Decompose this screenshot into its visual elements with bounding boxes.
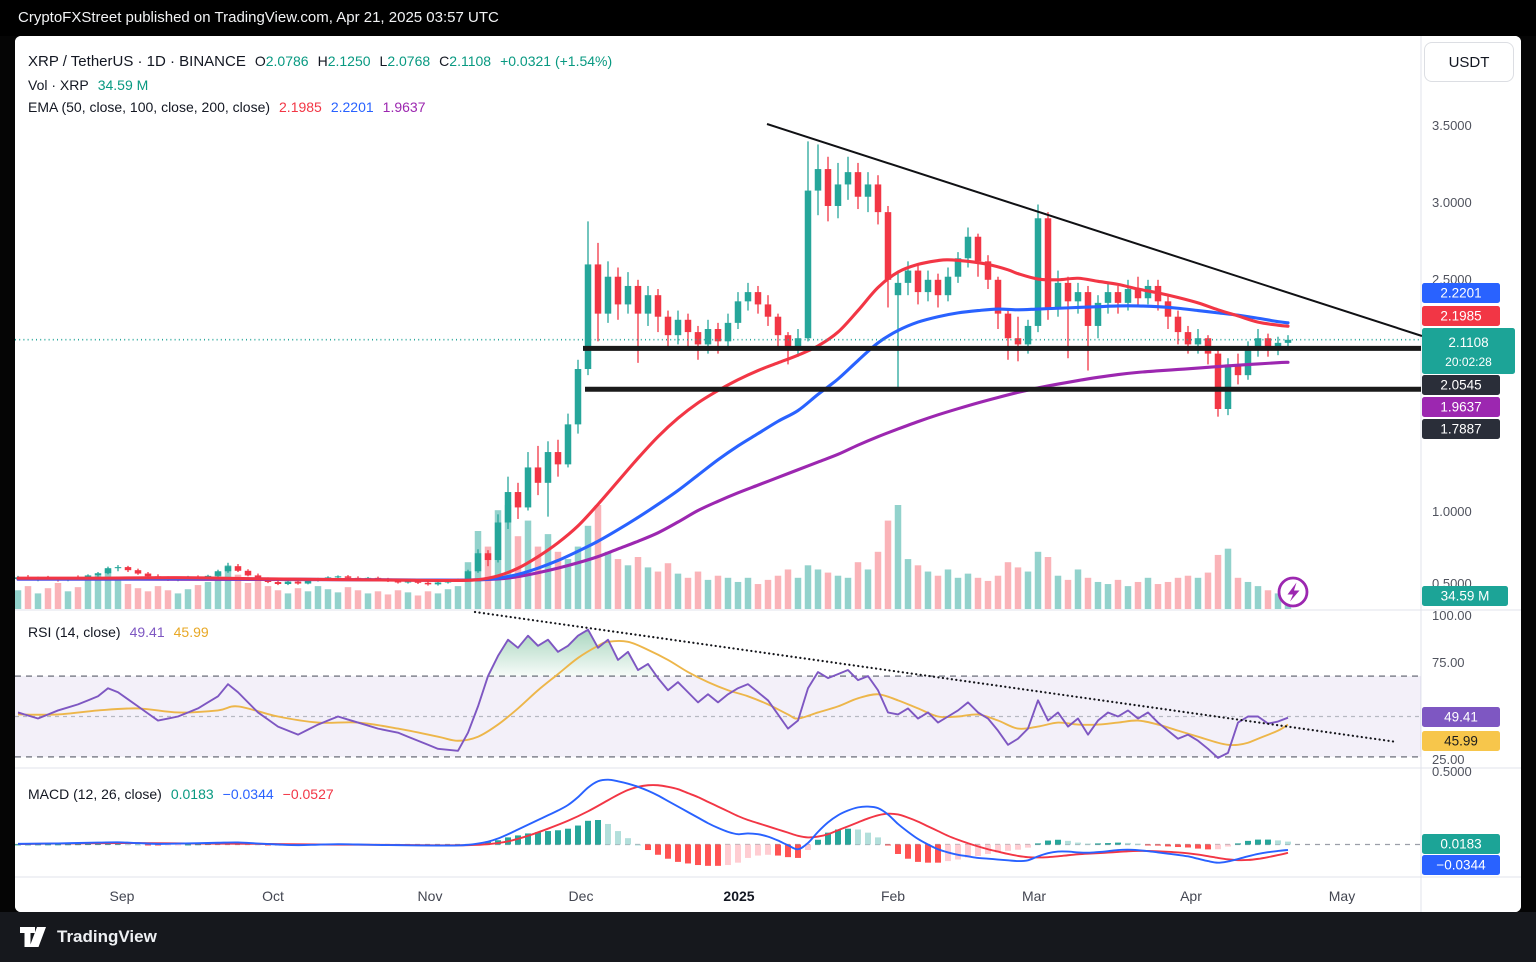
chart-canvas[interactable]: 3.50003.00002.50001.00000.5000100.0075.0… xyxy=(15,36,1521,912)
currency-toggle-button[interactable]: USDT xyxy=(1424,42,1514,82)
svg-text:0.0183: 0.0183 xyxy=(1440,837,1481,852)
svg-text:0.5000: 0.5000 xyxy=(1432,764,1472,779)
ema-ema50-line xyxy=(16,258,1290,583)
svg-text:Sep: Sep xyxy=(110,888,135,904)
svg-text:2.1108: 2.1108 xyxy=(1448,335,1488,350)
ema-ema200-line xyxy=(16,360,1290,582)
svg-text:Mar: Mar xyxy=(1022,888,1046,904)
macd-line xyxy=(17,778,1289,864)
svg-text:25.00: 25.00 xyxy=(1432,752,1465,767)
publish-info-bar: CryptoFXStreet published on TradingView.… xyxy=(0,0,1536,36)
svg-text:1.9637: 1.9637 xyxy=(1440,400,1481,415)
price-scale[interactable]: 3.50003.00002.50001.00000.5000100.0075.0… xyxy=(1432,118,1472,779)
svg-text:45.99: 45.99 xyxy=(1444,734,1478,749)
svg-text:Dec: Dec xyxy=(569,888,594,904)
svg-text:1.7887: 1.7887 xyxy=(1440,422,1481,437)
svg-text:20:02:28: 20:02:28 xyxy=(1445,355,1492,369)
svg-text:Feb: Feb xyxy=(881,888,905,904)
publish-info-text: CryptoFXStreet published on TradingView.… xyxy=(18,9,499,26)
rsi-overbought-fill xyxy=(488,629,854,677)
tradingview-brand-link[interactable]: TradingView xyxy=(57,927,157,946)
panes-background xyxy=(15,36,1521,912)
lightning-marker-icon xyxy=(1277,576,1309,608)
svg-text:Nov: Nov xyxy=(418,888,443,904)
svg-text:3.0000: 3.0000 xyxy=(1432,195,1472,210)
svg-text:75.00: 75.00 xyxy=(1432,655,1465,670)
svg-text:2.1985: 2.1985 xyxy=(1440,309,1481,324)
bottom-brand-bar: TradingView xyxy=(0,912,1536,962)
svg-text:−0.0344: −0.0344 xyxy=(1436,858,1486,873)
svg-text:Apr: Apr xyxy=(1180,888,1202,904)
axis-badges: 2.2201 2.1985 2.1108 20:02:28 2.0545 1.9637 1.… xyxy=(1422,283,1515,875)
time-scale[interactable]: Sep Oct Nov Dec 2025 Feb Mar Apr May xyxy=(110,888,1356,904)
rsi-ma-line xyxy=(17,640,1289,746)
descending-trendline[interactable] xyxy=(766,123,1423,337)
rsi-line xyxy=(17,628,1289,759)
svg-text:May: May xyxy=(1329,888,1355,904)
svg-text:100.00: 100.00 xyxy=(1432,608,1472,623)
candlesticks xyxy=(15,141,1292,586)
svg-text:49.41: 49.41 xyxy=(1444,710,1478,725)
tradingview-logo-icon[interactable] xyxy=(20,927,47,947)
svg-text:2.2201: 2.2201 xyxy=(1440,286,1481,301)
svg-text:1.0000: 1.0000 xyxy=(1432,504,1472,519)
chart-card: 3.5000 3.0000 2.5000 1.0000 0.5000 100.00 75.0… xyxy=(15,36,1521,912)
ema-ema100-line xyxy=(16,304,1290,582)
svg-text:2025: 2025 xyxy=(723,888,754,904)
svg-text:Oct: Oct xyxy=(262,888,284,904)
svg-text:3.5000: 3.5000 xyxy=(1432,118,1472,133)
svg-text:2.0545: 2.0545 xyxy=(1440,378,1481,393)
svg-text:34.59 M: 34.59 M xyxy=(1441,589,1490,604)
currency-label: USDT xyxy=(1448,53,1490,71)
